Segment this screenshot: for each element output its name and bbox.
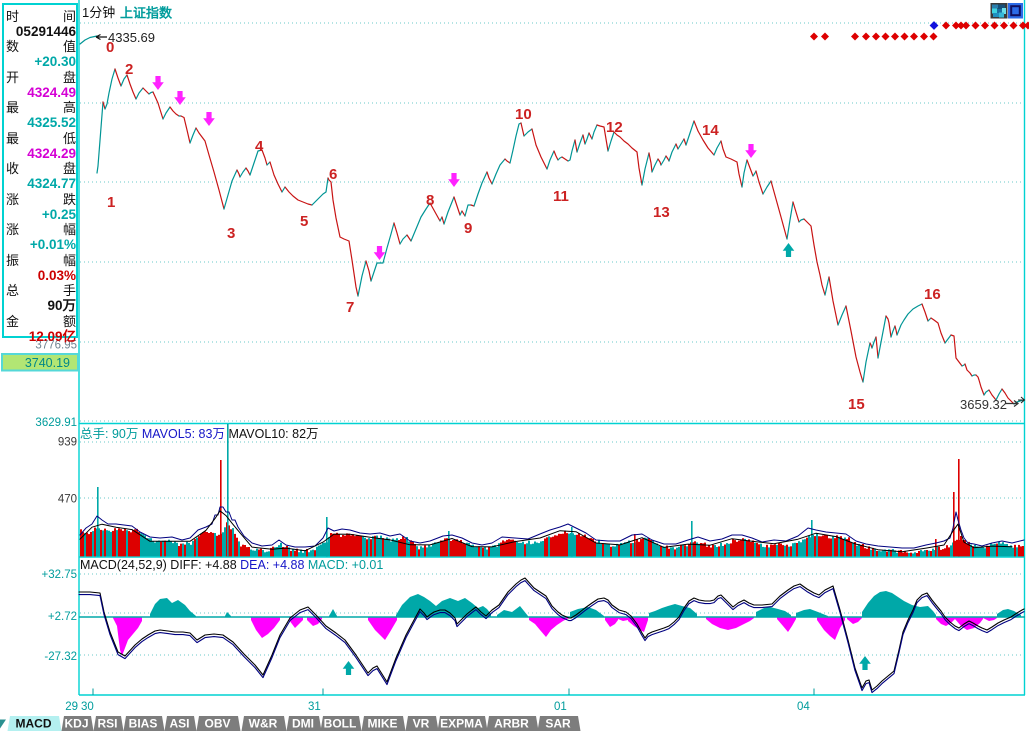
svg-text:13: 13 [653,204,670,221]
svg-text:BOLL: BOLL [324,717,357,731]
svg-text:11: 11 [553,188,569,205]
svg-text:1分钟: 1分钟 [82,5,115,20]
svg-text:5: 5 [300,213,308,230]
svg-text:ARBR: ARBR [494,717,529,731]
svg-text:3740.19: 3740.19 [25,356,70,370]
svg-text:RSI: RSI [97,717,117,731]
svg-text:30: 30 [81,701,94,713]
svg-text:MACD(24,52,9) DIFF: +4.88 DEA:: MACD(24,52,9) DIFF: +4.88 DEA: +4.88 MAC… [80,558,383,572]
svg-text:DMI: DMI [292,717,314,731]
svg-text:MIKE: MIKE [368,717,398,731]
svg-text:16: 16 [924,286,941,303]
svg-text:MACD: MACD [16,717,52,731]
svg-text:1: 1 [107,194,115,211]
svg-text:2: 2 [125,61,133,78]
svg-text:3: 3 [227,225,235,242]
svg-text:上证指数: 上证指数 [120,6,173,21]
svg-text:总手: 90万 MAVOL5: 83万 MAVOL10: 8: 总手: 90万 MAVOL5: 83万 MAVOL10: 82万 [80,427,319,441]
svg-text:10: 10 [515,106,532,123]
svg-text:15: 15 [848,396,865,413]
svg-text:12: 12 [606,119,623,136]
svg-text:0: 0 [106,39,114,56]
svg-text:7: 7 [346,299,354,316]
svg-text:01: 01 [554,701,567,713]
svg-text:939: 939 [58,437,77,449]
svg-text:04: 04 [797,701,810,713]
svg-text:8: 8 [426,192,434,209]
svg-text:OBV: OBV [204,717,230,731]
svg-text:EXPMA: EXPMA [440,717,483,731]
svg-text:ASI: ASI [169,717,189,731]
svg-text:6: 6 [329,166,337,183]
svg-text:470: 470 [58,494,77,506]
svg-text:BIAS: BIAS [129,717,158,731]
svg-text:4335.69: 4335.69 [108,30,155,45]
svg-text:+32.75: +32.75 [42,569,78,581]
svg-text:9: 9 [464,220,472,237]
svg-text:3629.91: 3629.91 [35,417,77,429]
svg-text:29: 29 [65,701,78,713]
svg-text:4: 4 [255,138,264,155]
svg-text:31: 31 [308,701,321,713]
svg-text:SAR: SAR [545,717,571,731]
svg-text:-27.32: -27.32 [44,651,77,663]
svg-text:14: 14 [702,122,719,139]
svg-text:+2.72: +2.72 [48,611,77,623]
svg-text:3659.32: 3659.32 [960,397,1007,412]
svg-text:3776.95: 3776.95 [35,340,77,352]
svg-text:KDJ: KDJ [64,717,88,731]
svg-text:W&R: W&R [249,717,278,731]
svg-text:VR: VR [413,717,430,731]
